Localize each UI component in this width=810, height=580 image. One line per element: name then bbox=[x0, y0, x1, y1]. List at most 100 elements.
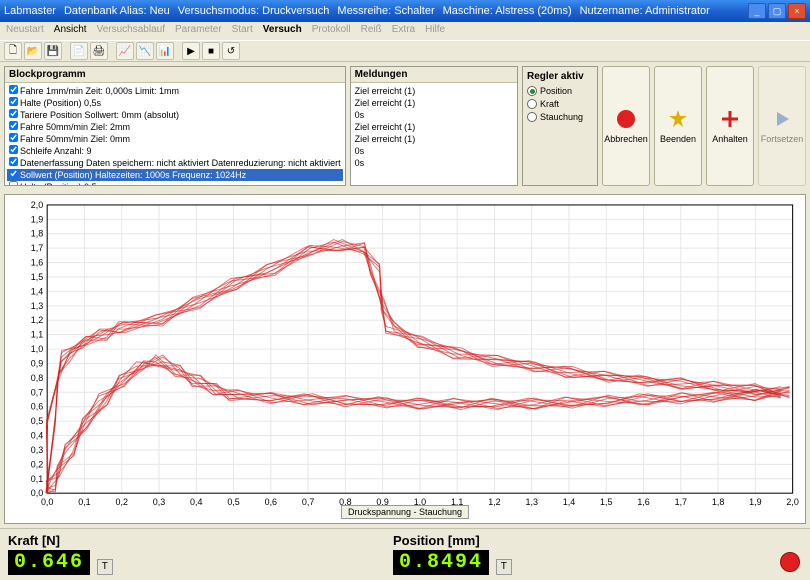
minimize-button[interactable]: _ bbox=[748, 3, 766, 19]
chart-legend[interactable]: Druckspannung - Stauchung bbox=[341, 505, 469, 519]
prog-row[interactable]: Fahre 1mm/min Zeit: 0,000s Limit: 1mm bbox=[7, 85, 343, 97]
svg-text:0,3: 0,3 bbox=[31, 445, 43, 455]
regler-option-position[interactable]: Position bbox=[527, 86, 593, 96]
open-button[interactable]: 📂 bbox=[24, 42, 42, 60]
new-button[interactable]: 🗋 bbox=[4, 42, 22, 60]
svg-text:1,6: 1,6 bbox=[637, 497, 649, 507]
title-field-1: Versuchsmodus: Druckversuch bbox=[178, 5, 330, 17]
prog-text: Schleife Anzahl: 9 bbox=[20, 146, 92, 156]
bigbtn-label: Anhalten bbox=[712, 134, 748, 144]
prog-row[interactable]: Fahre 50mm/min Ziel: 2mm bbox=[7, 121, 343, 133]
toolbar: 🗋📂💾 📄🖨 📈📉📊 ▶■↺ bbox=[0, 40, 810, 62]
anhalten-button[interactable]: Anhalten bbox=[706, 66, 754, 186]
svg-text:0,1: 0,1 bbox=[31, 474, 43, 484]
prog-checkbox[interactable] bbox=[9, 145, 18, 154]
menu-start[interactable]: Start bbox=[232, 24, 253, 38]
stop-button[interactable]: ■ bbox=[202, 42, 220, 60]
menu-neustart[interactable]: Neustart bbox=[6, 24, 44, 38]
bigbtn-label: Beenden bbox=[660, 134, 696, 144]
svg-text:1,9: 1,9 bbox=[31, 214, 43, 224]
stop-icon bbox=[615, 108, 637, 130]
chart-area: 0,00,10,20,30,40,50,60,70,80,91,01,11,21… bbox=[4, 194, 806, 524]
title-field-4: Nutzername: Administrator bbox=[580, 5, 710, 17]
prog-checkbox[interactable] bbox=[9, 109, 18, 118]
menu-ansicht[interactable]: Ansicht bbox=[54, 24, 87, 38]
print-button[interactable]: 🖨 bbox=[90, 42, 108, 60]
meldung-row: Ziel erreicht (1) bbox=[353, 85, 515, 97]
blockprogramm-list[interactable]: Fahre 1mm/min Zeit: 0,000s Limit: 1mmHal… bbox=[5, 83, 345, 185]
prog-checkbox[interactable] bbox=[9, 85, 18, 94]
menu-protokoll[interactable]: Protokoll bbox=[312, 24, 351, 38]
maximize-button[interactable]: ▢ bbox=[768, 3, 786, 19]
prog-checkbox[interactable] bbox=[9, 97, 18, 106]
run-button[interactable]: ▶ bbox=[182, 42, 200, 60]
svg-text:1,8: 1,8 bbox=[712, 497, 724, 507]
prog-row[interactable]: Datenerfassung Daten speichern: nicht ak… bbox=[7, 157, 343, 169]
abbrechen-button[interactable]: Abbrechen bbox=[602, 66, 650, 186]
chart1-button[interactable]: 📈 bbox=[116, 42, 134, 60]
menu-hilfe[interactable]: Hilfe bbox=[425, 24, 445, 38]
prog-row[interactable]: Halte (Position) 0,5s bbox=[7, 181, 343, 185]
prog-row[interactable]: Tariere Position Sollwert: 0mm (absolut) bbox=[7, 109, 343, 121]
svg-text:0,0: 0,0 bbox=[31, 488, 43, 498]
meldungen-panel: Meldungen Ziel erreicht (1)Ziel erreicht… bbox=[350, 66, 518, 186]
report-button[interactable]: 📄 bbox=[70, 42, 88, 60]
regler-option-label: Stauchung bbox=[540, 112, 583, 122]
chart3-button[interactable]: 📊 bbox=[156, 42, 174, 60]
meldung-row: 0s bbox=[353, 145, 515, 157]
svg-text:0,4: 0,4 bbox=[31, 431, 43, 441]
svg-text:1,3: 1,3 bbox=[31, 301, 43, 311]
meldung-row: Ziel erreicht (1) bbox=[353, 121, 515, 133]
svg-text:2,0: 2,0 bbox=[31, 200, 43, 210]
position-unit-button[interactable]: T bbox=[496, 559, 512, 575]
beenden-button[interactable]: Beenden bbox=[654, 66, 702, 186]
bigbtn-label: Abbrechen bbox=[604, 134, 648, 144]
prog-checkbox[interactable] bbox=[9, 181, 18, 185]
menu-versuchsablauf[interactable]: Versuchsablauf bbox=[97, 24, 165, 38]
radio-icon bbox=[527, 99, 537, 109]
meldung-row: 0s bbox=[353, 157, 515, 169]
svg-text:1,6: 1,6 bbox=[31, 258, 43, 268]
svg-text:1,8: 1,8 bbox=[31, 229, 43, 239]
svg-text:1,5: 1,5 bbox=[31, 272, 43, 282]
prog-checkbox[interactable] bbox=[9, 157, 18, 166]
prog-row[interactable]: Sollwert (Position) Haltezeiten: 1000s F… bbox=[7, 169, 343, 181]
svg-text:1,1: 1,1 bbox=[31, 330, 43, 340]
radio-icon bbox=[527, 112, 537, 122]
position-value: 0.8494 bbox=[393, 550, 489, 575]
save-button[interactable]: 💾 bbox=[44, 42, 62, 60]
emergency-stop-icon[interactable] bbox=[780, 552, 800, 572]
meldung-row: Ziel erreicht (1) bbox=[353, 97, 515, 109]
menu-reiß[interactable]: Reiß bbox=[361, 24, 382, 38]
reset-button[interactable]: ↺ bbox=[222, 42, 240, 60]
prog-text: Halte (Position) 0,5s bbox=[20, 182, 101, 185]
kraft-unit-button[interactable]: T bbox=[97, 559, 113, 575]
regler-option-kraft[interactable]: Kraft bbox=[527, 99, 593, 109]
menu-extra[interactable]: Extra bbox=[392, 24, 415, 38]
close-button[interactable]: × bbox=[788, 3, 806, 19]
regler-option-label: Position bbox=[540, 86, 572, 96]
svg-text:1,2: 1,2 bbox=[488, 497, 500, 507]
svg-text:1,0: 1,0 bbox=[31, 344, 43, 354]
prog-checkbox[interactable] bbox=[9, 121, 18, 130]
svg-text:2,0: 2,0 bbox=[786, 497, 798, 507]
menu-parameter[interactable]: Parameter bbox=[175, 24, 222, 38]
menu-versuch[interactable]: Versuch bbox=[263, 24, 302, 38]
title-field-3: Maschine: Alstress (20ms) bbox=[443, 5, 572, 17]
svg-text:0,0: 0,0 bbox=[41, 497, 53, 507]
bigbtn-label: Fortsetzen bbox=[761, 134, 804, 144]
cross-icon bbox=[719, 108, 741, 130]
menubar: Neustart Ansicht Versuchsablauf Parameter St… bbox=[0, 22, 810, 40]
prog-row[interactable]: Fahre 50mm/min Ziel: 0mm bbox=[7, 133, 343, 145]
status-footer: Kraft [N] 0.646 T Position [mm] 0.8494 T bbox=[0, 528, 810, 576]
kraft-label: Kraft [N] bbox=[8, 533, 377, 548]
svg-text:0,7: 0,7 bbox=[31, 387, 43, 397]
svg-text:0,6: 0,6 bbox=[265, 497, 277, 507]
prog-row[interactable]: Halte (Position) 0,5s bbox=[7, 97, 343, 109]
chart2-button[interactable]: 📉 bbox=[136, 42, 154, 60]
prog-checkbox[interactable] bbox=[9, 169, 18, 178]
regler-option-stauchung[interactable]: Stauchung bbox=[527, 112, 593, 122]
prog-checkbox[interactable] bbox=[9, 133, 18, 142]
prog-row[interactable]: Schleife Anzahl: 9 bbox=[7, 145, 343, 157]
fortsetzen-button: Fortsetzen bbox=[758, 66, 806, 186]
